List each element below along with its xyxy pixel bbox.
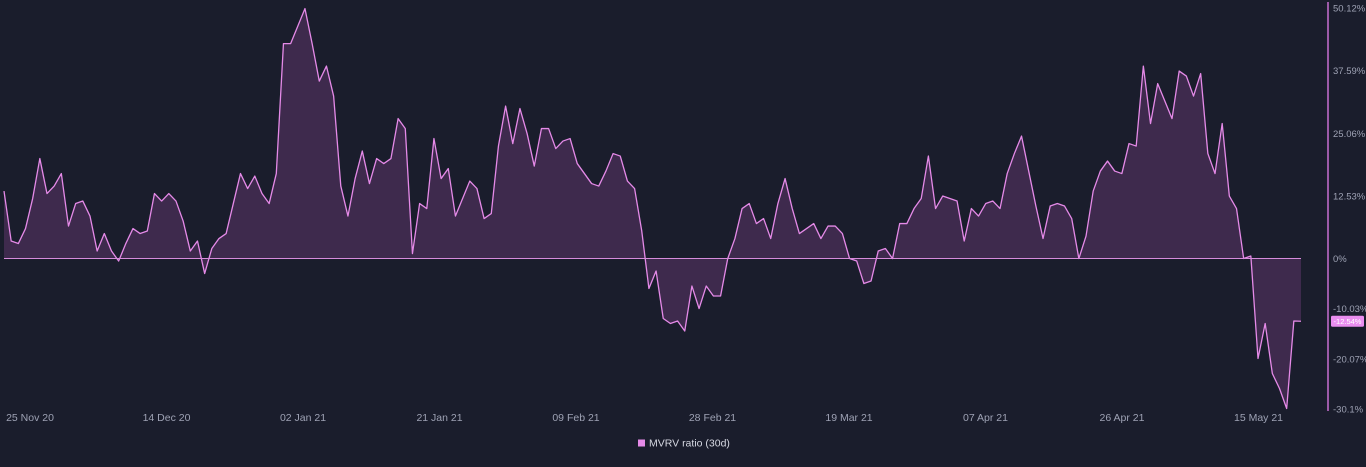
y-tick-label: 25.06% xyxy=(1333,129,1366,140)
x-tick-label: 07 Apr 21 xyxy=(963,412,1008,424)
current-value-badge: -12.54% xyxy=(1331,315,1364,327)
legend-label[interactable]: MVRV ratio (30d) xyxy=(649,438,730,450)
series-area-fill xyxy=(4,8,1301,409)
y-axis-ticks: 50.12% 37.59% 25.06% 12.53% 0% -10.03% -20.07%… xyxy=(1333,4,1366,416)
current-value-badge-text: -12.54% xyxy=(1334,317,1362,326)
x-tick-label: 26 Apr 21 xyxy=(1100,412,1145,424)
y-tick-label: -30.1% xyxy=(1333,405,1364,416)
x-tick-label: 14 Dec 20 xyxy=(143,412,191,424)
y-tick-label: 12.53% xyxy=(1333,191,1366,202)
x-axis-ticks: 25 Nov 20 14 Dec 20 02 Jan 21 21 Jan 21 09 F… xyxy=(6,412,1283,424)
x-tick-label: 19 Mar 21 xyxy=(825,412,872,424)
y-tick-label: -10.03% xyxy=(1333,304,1366,315)
y-tick-label: 37.59% xyxy=(1333,66,1366,77)
legend-swatch xyxy=(638,439,645,447)
axis-layer xyxy=(4,2,1329,411)
current-value-badge-bg xyxy=(1331,315,1364,327)
x-tick-label: 15 May 21 xyxy=(1234,412,1283,424)
legend[interactable]: MVRV ratio (30d) xyxy=(638,438,730,450)
x-tick-label: 21 Jan 21 xyxy=(416,412,462,424)
y-tick-label: 0% xyxy=(1333,254,1347,265)
y-tick-label: -20.07% xyxy=(1333,354,1366,365)
series-line xyxy=(3,7,1302,410)
area-layer xyxy=(3,7,1302,410)
x-tick-label: 25 Nov 20 xyxy=(6,412,54,424)
x-tick-label: 28 Feb 21 xyxy=(689,412,736,424)
x-tick-label: 02 Jan 21 xyxy=(280,412,326,424)
y-tick-label: 50.12% xyxy=(1333,4,1366,15)
x-tick-label: 09 Feb 21 xyxy=(552,412,599,424)
